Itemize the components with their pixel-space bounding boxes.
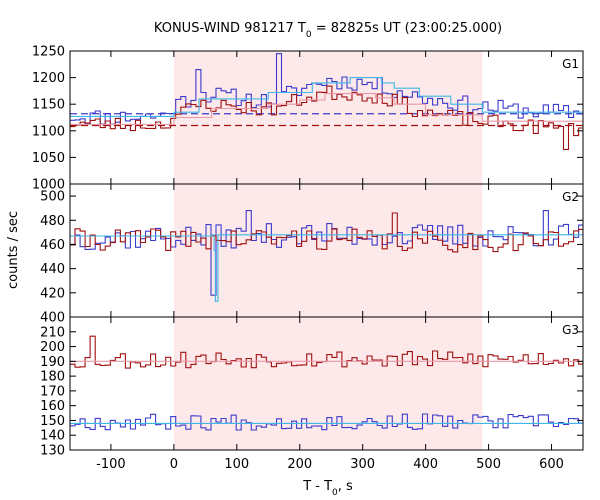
y-tick-label: 180 [40, 370, 65, 385]
panel-data [70, 53, 583, 150]
y-tick-label: 190 [40, 355, 65, 370]
y-tick-label: 400 [40, 311, 65, 326]
y-tick-label: 1200 [32, 71, 65, 86]
panel-label: G1 [562, 57, 579, 71]
y-tick-label: 170 [40, 384, 65, 399]
x-tick-label: 300 [350, 457, 375, 472]
y-tick-label: 210 [40, 325, 65, 340]
y-tick-label: 140 [40, 429, 65, 444]
panel-g1: 1000 1050 1100 1150 1200 1250 G1 [32, 45, 584, 193]
x-axis-title: T - T0, s [302, 479, 353, 498]
y-tick-label: 130 [40, 444, 65, 459]
chart-title: KONUS-WIND 981217 T0 = 82825s UT (23:00:… [154, 21, 502, 40]
y-tick-label: 1000 [32, 178, 65, 193]
x-tick-label: 100 [224, 457, 249, 472]
x-tick-label: 200 [287, 457, 312, 472]
x-tick-label: 500 [476, 457, 501, 472]
y-tick-label: 160 [40, 399, 65, 414]
burst-interval-shade [173, 51, 483, 450]
series-red [70, 212, 583, 253]
x-tick-label: -100 [96, 457, 126, 472]
panel-data [70, 210, 583, 302]
panel-frame [69, 316, 584, 451]
series-blue [70, 53, 583, 125]
panel-label: G2 [562, 190, 579, 204]
y-tick-label: 200 [40, 340, 65, 355]
y-tick-label: 1100 [32, 124, 65, 139]
series-red [70, 85, 583, 150]
y-tick-label: 480 [40, 214, 65, 229]
y-tick-label: 1050 [32, 151, 65, 166]
y-tick-label: 500 [40, 190, 65, 205]
panel-g2: 400 420 440 460 480 500 G2 [40, 183, 584, 326]
x-tick-label: 0 [170, 457, 178, 472]
panel-label: G3 [562, 323, 579, 337]
plot-area: 100010501100115012001250G140042044046048… [32, 45, 584, 472]
panel-data [70, 335, 583, 431]
model-light_blue [70, 77, 583, 117]
model-pink [70, 93, 583, 126]
y-tick-label: 460 [40, 238, 65, 253]
model-light_blue [70, 234, 583, 302]
x-tick-label: 400 [413, 457, 438, 472]
y-tick-label: 1250 [32, 45, 65, 60]
series-blue [70, 413, 583, 431]
y-axis-title: counts / sec [6, 211, 21, 289]
y-tick-label: 1150 [32, 98, 65, 113]
x-tick-label: 600 [539, 457, 564, 472]
y-tick-label: 440 [40, 262, 65, 277]
y-tick-label: 420 [40, 286, 65, 301]
y-tick-label: 150 [40, 414, 65, 429]
